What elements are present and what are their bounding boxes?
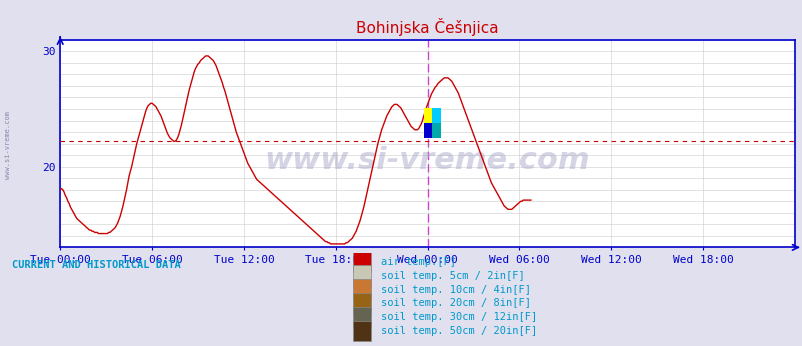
- Text: soil temp. 20cm / 8in[F]: soil temp. 20cm / 8in[F]: [380, 298, 530, 308]
- Text: www.si-vreme.com: www.si-vreme.com: [265, 146, 589, 175]
- Text: air temp.[F]: air temp.[F]: [380, 257, 455, 267]
- Bar: [423, 108, 431, 123]
- Text: soil temp. 50cm / 20in[F]: soil temp. 50cm / 20in[F]: [380, 326, 537, 336]
- FancyBboxPatch shape: [353, 293, 371, 314]
- Bar: [431, 108, 441, 123]
- FancyBboxPatch shape: [353, 252, 371, 272]
- Bar: [423, 123, 431, 138]
- FancyBboxPatch shape: [353, 265, 371, 286]
- FancyBboxPatch shape: [353, 307, 371, 328]
- Text: soil temp. 30cm / 12in[F]: soil temp. 30cm / 12in[F]: [380, 312, 537, 322]
- FancyBboxPatch shape: [353, 279, 371, 300]
- Text: soil temp. 5cm / 2in[F]: soil temp. 5cm / 2in[F]: [380, 271, 524, 281]
- Text: soil temp. 10cm / 4in[F]: soil temp. 10cm / 4in[F]: [380, 284, 530, 294]
- Title: Bohinjska Češnjica: Bohinjska Češnjica: [356, 18, 498, 36]
- Text: CURRENT AND HISTORICAL DATA: CURRENT AND HISTORICAL DATA: [12, 260, 180, 270]
- Bar: [431, 123, 441, 138]
- FancyBboxPatch shape: [353, 321, 371, 341]
- Text: www.si-vreme.com: www.si-vreme.com: [5, 111, 11, 179]
